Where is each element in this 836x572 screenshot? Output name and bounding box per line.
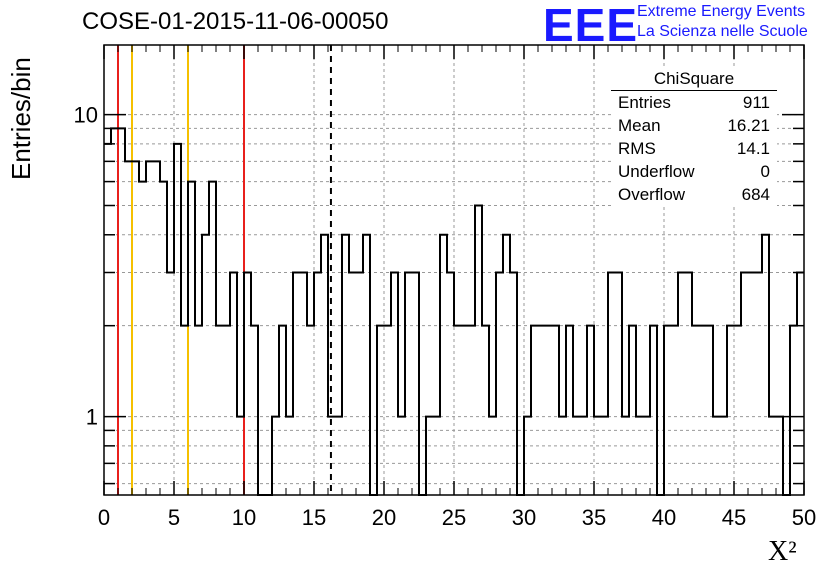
stats-label: Overflow <box>618 185 686 204</box>
stats-value: 0 <box>760 162 770 181</box>
x-tick-label: 5 <box>168 505 180 530</box>
x-tick-label: 50 <box>792 505 816 530</box>
y-tick-labels: 1 10 <box>74 103 98 430</box>
stats-value: 684 <box>741 185 770 204</box>
x-tick-label: 25 <box>442 505 466 530</box>
chart-title: COSE-01-2015-11-06-00050 <box>82 8 389 35</box>
stats-row-rms: RMS 14.1 <box>611 137 777 160</box>
x-tick-label: 10 <box>232 505 256 530</box>
histogram-line <box>104 127 804 496</box>
stats-label: Underflow <box>618 162 695 181</box>
stats-value: 16.21 <box>727 116 770 135</box>
x-tick-label: 20 <box>372 505 396 530</box>
y-tick-label: 1 <box>86 405 98 430</box>
eee-logo: EEE <box>543 0 639 51</box>
stats-label: Mean <box>618 116 661 135</box>
stats-box: ChiSquare Entries 911 Mean 16.21 RMS 14.… <box>611 68 777 206</box>
x-tick-label: 30 <box>512 505 536 530</box>
logo-text-line1: Extreme Energy Events <box>637 3 806 20</box>
stats-row-overflow: Overflow 684 <box>611 183 777 206</box>
stats-row-entries: Entries 911 <box>611 91 777 114</box>
x-tick-label: 0 <box>98 505 110 530</box>
x-tick-labels: 0 5 10 15 20 25 30 35 40 45 50 <box>98 505 816 530</box>
stats-value: 14.1 <box>736 139 770 158</box>
y-tick-label: 10 <box>74 103 98 128</box>
stats-label: RMS <box>618 139 656 158</box>
stats-label: Entries <box>618 93 671 112</box>
stats-box-title: ChiSquare <box>653 69 735 88</box>
x-tick-label: 45 <box>722 505 746 530</box>
x-axis-label: X² <box>768 536 797 567</box>
x-tick-label: 15 <box>302 505 326 530</box>
reference-lines <box>117 45 332 495</box>
stats-row-mean: Mean 16.21 <box>611 114 777 137</box>
x-tick-label: 40 <box>652 505 676 530</box>
stats-box-divider <box>611 90 777 91</box>
stats-row-underflow: Underflow 0 <box>611 160 777 183</box>
logo-text-line2: La Scienza nelle Scuole <box>637 23 808 40</box>
x-tick-label: 35 <box>582 505 606 530</box>
stats-value: 911 <box>742 93 770 112</box>
axis-ticks <box>103 45 805 495</box>
